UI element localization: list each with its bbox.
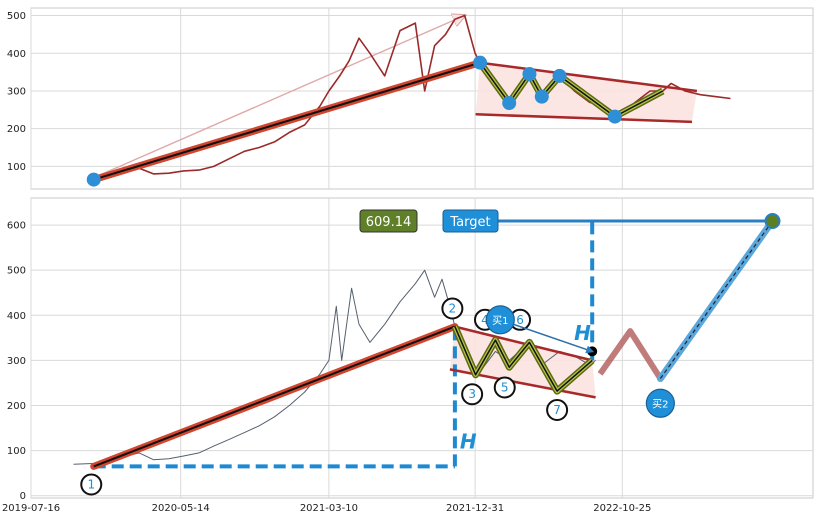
pivot-marker-label: 1 bbox=[87, 477, 95, 491]
pivot-marker-label: 2 bbox=[449, 302, 457, 316]
pattern-channel-fill bbox=[449, 326, 596, 398]
overview-trend-line bbox=[93, 61, 481, 181]
pivot-marker-label: 3 bbox=[468, 387, 476, 401]
overview-y-tick: 300 bbox=[7, 86, 26, 97]
target-point bbox=[764, 213, 781, 230]
pattern-y-tick: 500 bbox=[7, 266, 26, 277]
overview-pivot-point bbox=[522, 66, 537, 81]
target-badge: Target bbox=[442, 209, 499, 233]
height-label-1: H bbox=[460, 429, 477, 453]
pattern-y-tick-labels: 0 100 200 300 400 500 600 bbox=[7, 221, 26, 503]
value-badge-box bbox=[359, 209, 418, 233]
x-tick-label: 2021-12-31 bbox=[446, 503, 504, 514]
pivot-marker bbox=[441, 297, 464, 320]
value-badge: 609.14 bbox=[359, 209, 418, 233]
overview-y-tick: 100 bbox=[7, 162, 26, 173]
overview-pivot-point bbox=[502, 96, 517, 111]
x-tick-label: 2020-05-14 bbox=[152, 503, 210, 514]
buy1-circle bbox=[485, 305, 515, 335]
overview-y-tick: 200 bbox=[7, 124, 26, 135]
x-tick-label: 2021-03-10 bbox=[300, 503, 358, 514]
pivot-marker-label: 7 bbox=[553, 403, 561, 417]
pattern-channel-upper bbox=[454, 325, 593, 362]
pivot-marker bbox=[80, 473, 103, 496]
overview-pivot-point bbox=[534, 89, 549, 104]
pattern-chart: 0 100 200 300 400 500 600 2019-07-16 2020-05-14… bbox=[2, 197, 814, 514]
overview-pivot-point bbox=[473, 55, 488, 70]
pivot-marker-label: 4 bbox=[481, 313, 489, 327]
pattern-annotations: H H 1 2 3 4 5 6 7 买1 买2 609.14 Target bbox=[73, 209, 781, 496]
x-tick-label: 2022-10-25 bbox=[593, 503, 651, 514]
overview-chart: 100 200 300 400 500 bbox=[7, 7, 814, 190]
overview-pivot-point bbox=[552, 68, 567, 83]
overview-annotations bbox=[86, 16, 731, 187]
pivot-marker-label: 5 bbox=[501, 380, 509, 394]
pivot-marker bbox=[493, 376, 516, 399]
target-badge-box bbox=[442, 209, 499, 233]
buy2-circle bbox=[645, 388, 675, 418]
pattern-y-tick: 100 bbox=[7, 446, 26, 457]
buy2-label: 买2 bbox=[652, 398, 668, 410]
buy1-pointer bbox=[500, 319, 595, 354]
overview-channel-lower bbox=[475, 113, 693, 124]
overview-y-tick: 500 bbox=[7, 11, 26, 22]
pattern-y-tick: 300 bbox=[7, 356, 26, 367]
overview-y-tick: 400 bbox=[7, 49, 26, 60]
projection-zigzag bbox=[597, 328, 663, 381]
pattern-y-tick: 600 bbox=[7, 221, 26, 232]
pivot-marker bbox=[461, 383, 484, 406]
overview-channel-upper bbox=[479, 61, 698, 93]
pattern-y-tick: 200 bbox=[7, 401, 26, 412]
value-badge-text: 609.14 bbox=[366, 215, 412, 230]
x-tick-label: 2019-07-16 bbox=[2, 503, 60, 514]
pattern-y-tick: 400 bbox=[7, 311, 26, 322]
overview-pivot-point bbox=[86, 172, 101, 187]
height-label-2: H bbox=[574, 321, 591, 345]
pivot-marker-label: 6 bbox=[516, 313, 524, 327]
overview-pivot-point bbox=[607, 109, 622, 124]
overview-y-tick-labels: 100 200 300 400 500 bbox=[7, 11, 26, 173]
pattern-y-tick: 0 bbox=[20, 491, 26, 502]
projection-rise-line bbox=[659, 220, 773, 379]
pattern-zigzag-line bbox=[454, 326, 593, 392]
pattern-trend-line bbox=[93, 325, 456, 468]
x-axis-tick-labels: 2019-07-16 2020-05-14 2021-03-10 2021-12-31… bbox=[2, 503, 651, 514]
overview-projection-arrow bbox=[93, 16, 465, 179]
pivot-marker bbox=[546, 399, 569, 422]
pattern-plot-area bbox=[30, 197, 814, 499]
buy1-label: 买1 bbox=[492, 315, 508, 327]
target-badge-text: Target bbox=[449, 215, 490, 230]
